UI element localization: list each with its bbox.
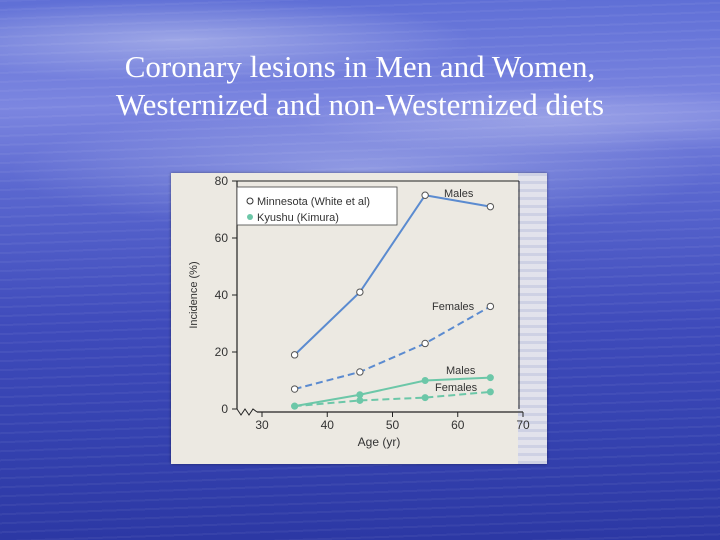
data-point xyxy=(356,368,364,376)
axis-break-mark xyxy=(236,408,258,416)
legend-box xyxy=(236,186,398,226)
legend-label-kyushu: Kyushu (Kimura) xyxy=(257,212,339,224)
data-point xyxy=(421,191,429,199)
series-line-3 xyxy=(294,390,491,408)
data-point xyxy=(421,394,429,402)
data-point xyxy=(356,396,364,404)
data-point xyxy=(486,302,495,311)
annotation-kyushu-males: Males xyxy=(446,365,476,377)
data-point xyxy=(356,391,364,399)
y-tick-label: 0 xyxy=(221,402,228,416)
y-tick-group: 0 20 40 60 80 xyxy=(215,174,237,416)
data-point xyxy=(291,402,299,410)
y-tick-label: 80 xyxy=(215,174,229,188)
series-line-0 xyxy=(293,194,491,356)
line-chart: 0 20 40 60 80 30 40 50 60 70 Incidence (%) Age (… xyxy=(188,174,530,449)
annotation-kyushu-females: Females xyxy=(435,382,478,394)
data-point xyxy=(486,202,495,211)
y-tick-label: 60 xyxy=(215,231,229,245)
series-layer xyxy=(290,191,495,410)
annotation-minnesota-males: Males xyxy=(444,188,474,200)
legend-marker-minnesota xyxy=(246,197,254,205)
data-point xyxy=(290,351,299,359)
x-tick-label: 40 xyxy=(321,418,335,432)
series-line-1 xyxy=(294,305,491,391)
data-point xyxy=(356,288,364,296)
x-tick-label: 50 xyxy=(386,418,400,432)
data-point xyxy=(486,388,494,396)
x-tick-label: 70 xyxy=(516,418,530,432)
data-point xyxy=(421,377,429,384)
slide-title: Coronary lesions in Men and Women, Weste… xyxy=(0,48,720,124)
chart-panel: 0 20 40 60 80 30 40 50 60 70 Incidence (%) Age (… xyxy=(171,173,547,464)
y-axis-label: Incidence (%) xyxy=(188,261,200,328)
x-tick-label: 30 xyxy=(255,418,269,432)
legend-marker-kyushu xyxy=(247,214,253,220)
x-tick-label: 60 xyxy=(451,418,465,432)
legend-label-minnesota: Minnesota (White et al) xyxy=(257,196,370,208)
x-tick-group: 30 40 50 60 70 xyxy=(255,412,530,432)
slide-title-line-2: Westernized and non-Westernized diets xyxy=(115,87,605,122)
y-tick-label: 20 xyxy=(215,345,229,359)
x-axis-label: Age (yr) xyxy=(358,435,401,449)
slide-title-line-1: Coronary lesions in Men and Women, xyxy=(124,49,596,84)
series-line-2 xyxy=(294,376,491,408)
annotation-minnesota-females: Females xyxy=(432,301,475,313)
data-point xyxy=(290,385,299,393)
data-point xyxy=(486,374,494,382)
data-point xyxy=(421,339,429,348)
legend: Minnesota (White et al) Kyushu (Kimura) xyxy=(236,186,398,226)
y-tick-label: 40 xyxy=(215,288,229,302)
